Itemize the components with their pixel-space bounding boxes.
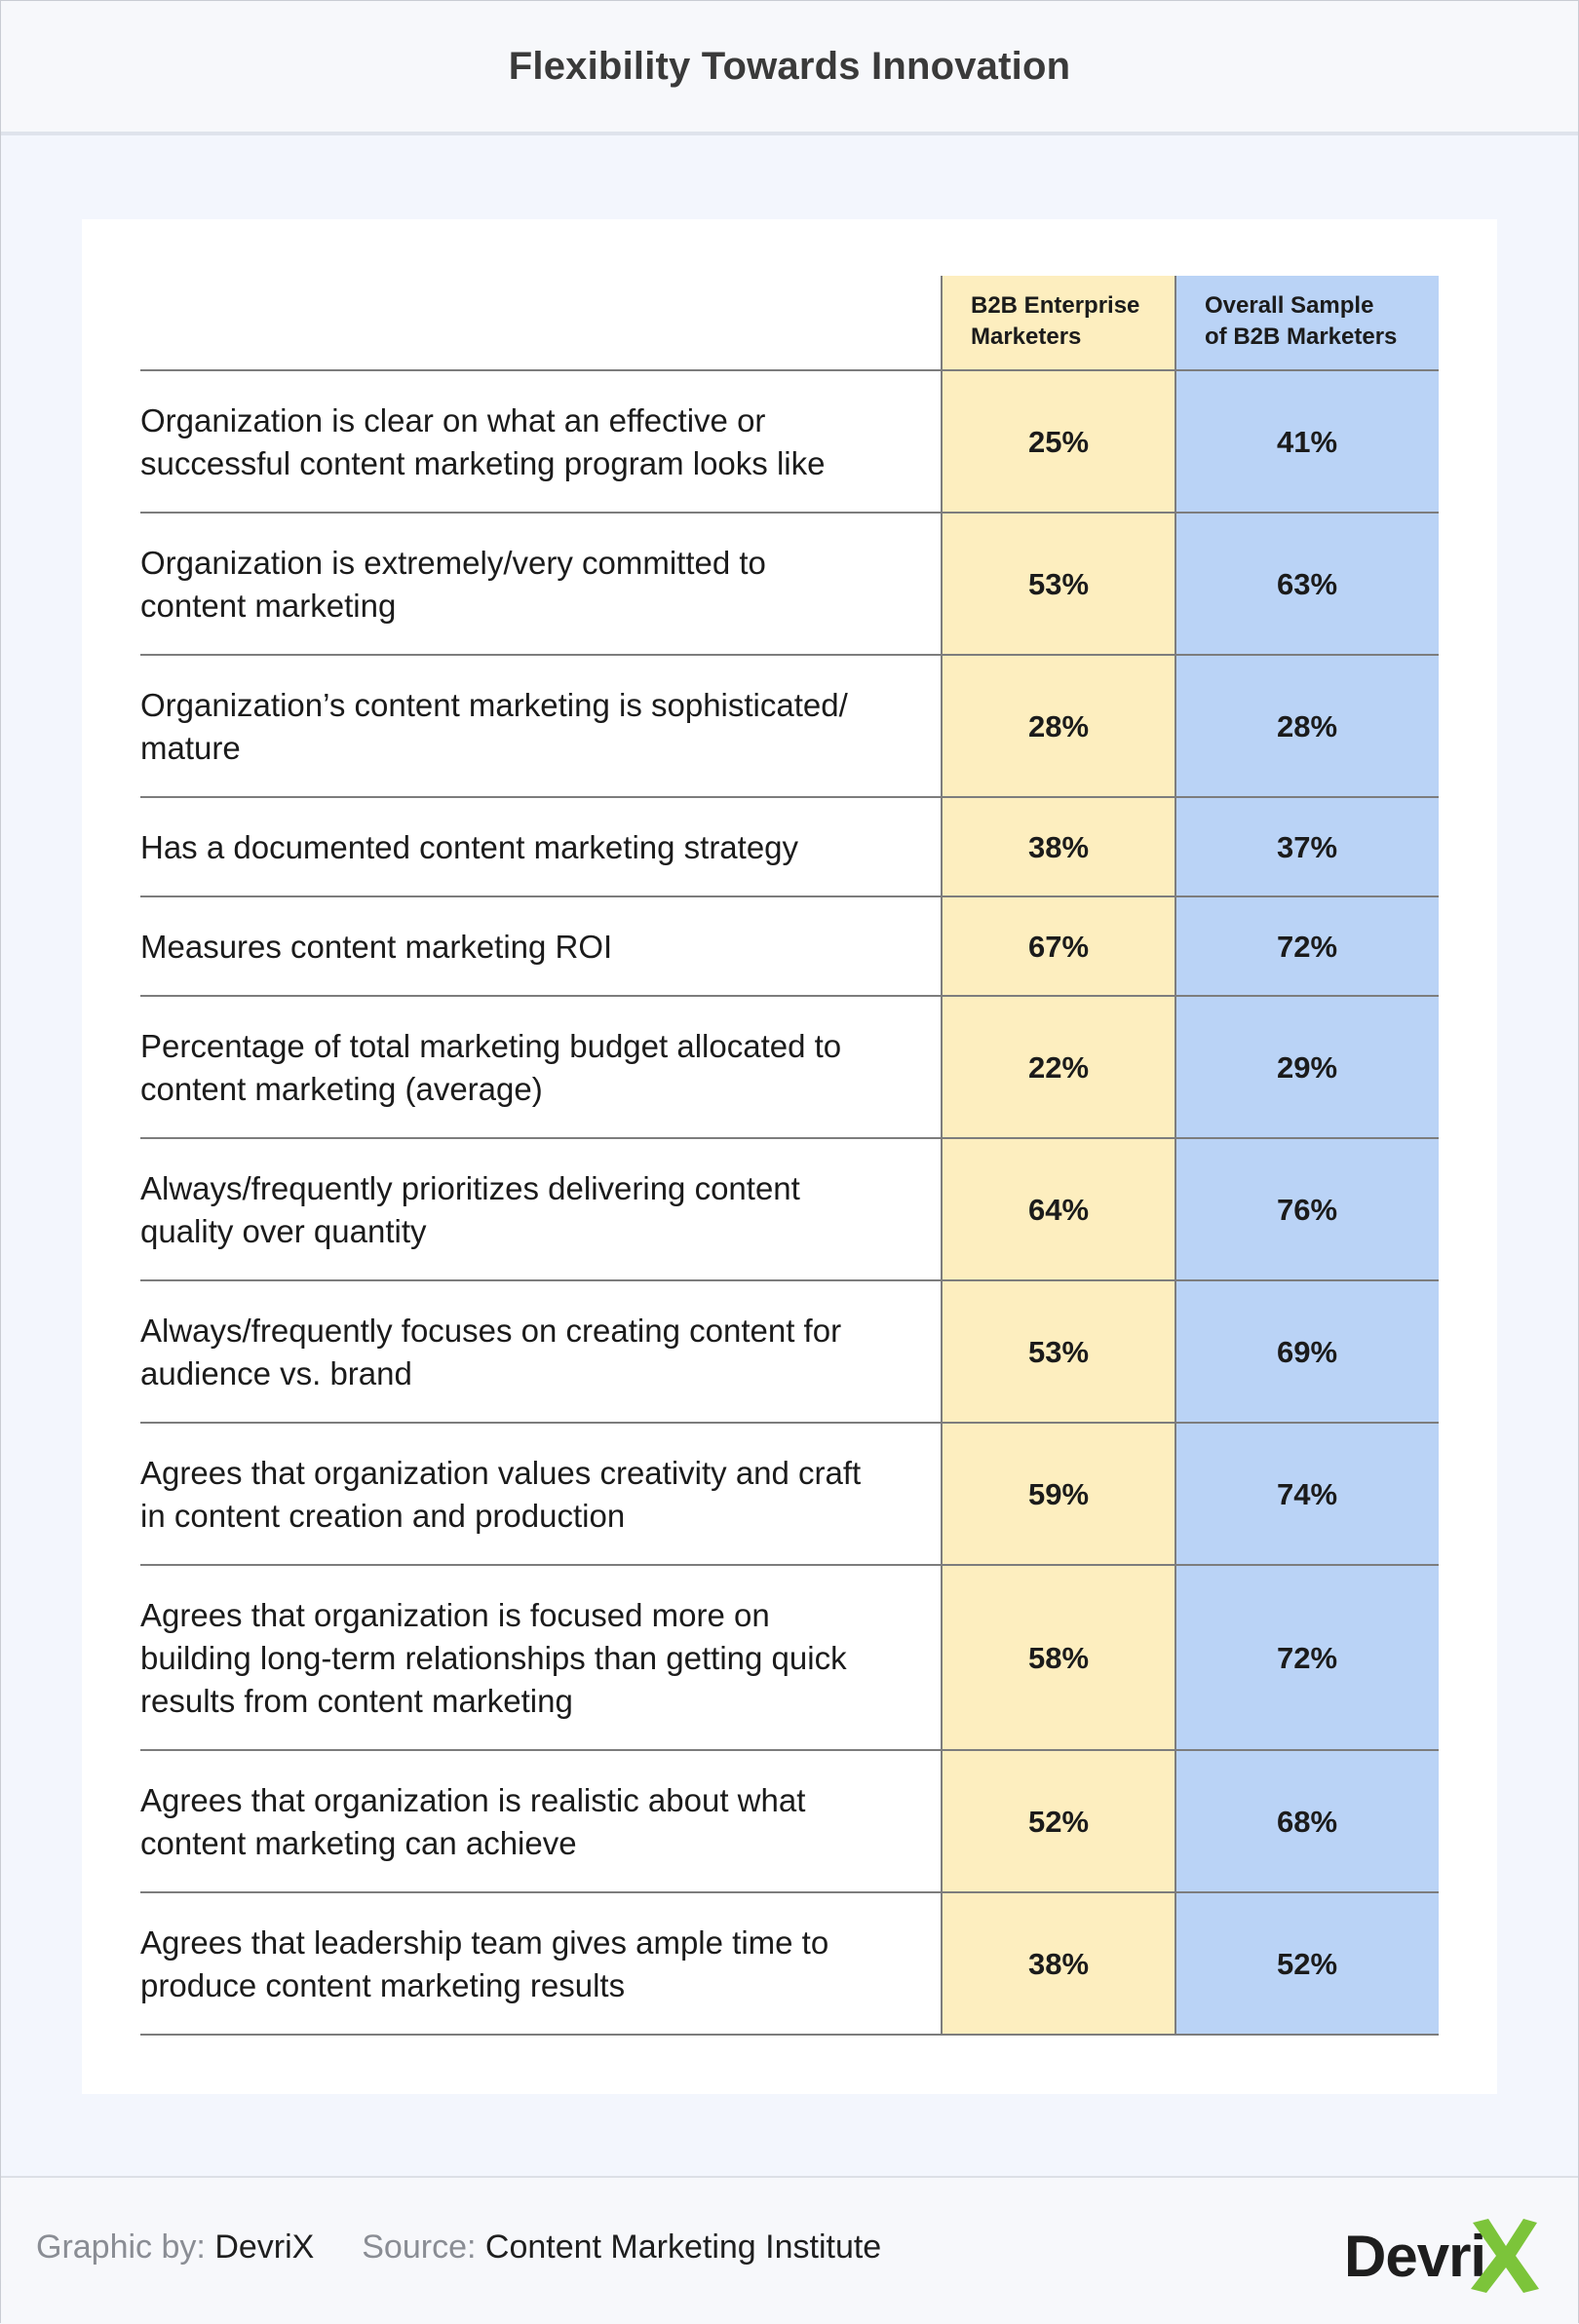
footer: Graphic by: DevriX Source: Content Marke… — [1, 2176, 1578, 2324]
header: Flexibility Towards Innovation — [1, 1, 1578, 135]
source-value: Content Marketing Institute — [484, 2229, 882, 2266]
row-label-1: Organization is clear on what an effecti… — [140, 402, 825, 481]
cell-value-r10-c2: 72% — [1277, 1641, 1337, 1675]
row-label-11: Agrees that organization is realistic ab… — [140, 1782, 805, 1861]
row-label-6: Percentage of total marketing budget all… — [140, 1028, 841, 1107]
cell-value-r8-c2: 69% — [1277, 1335, 1337, 1369]
source-label: Source: — [362, 2229, 477, 2266]
cell-value-r7-c1: 64% — [1028, 1193, 1089, 1227]
cell-value-r2-c2: 63% — [1277, 567, 1337, 601]
cell-value-r4-c1: 38% — [1028, 830, 1089, 864]
logo-text: Devri — [1344, 2224, 1486, 2289]
cell-value-r9-c1: 59% — [1028, 1477, 1089, 1511]
cell-value-r3-c2: 28% — [1277, 709, 1337, 743]
row-label-10: Agrees that organization is focused more… — [140, 1597, 847, 1719]
cell-value-r12-c1: 38% — [1028, 1947, 1089, 1981]
column-2-background — [1175, 276, 1439, 2035]
row-label-7: Always/frequently prioritizes delivering… — [140, 1170, 800, 1249]
row-label-9: Agrees that organization values creativi… — [140, 1455, 861, 1534]
table-card: B2B Enterprise Marketers Overall Sample of … — [82, 219, 1497, 2094]
cell-value-r11-c1: 52% — [1028, 1805, 1089, 1839]
row-label-5: Measures content marketing ROI — [140, 929, 612, 965]
cell-value-r3-c1: 28% — [1028, 709, 1089, 743]
cell-value-r5-c1: 67% — [1028, 930, 1089, 964]
cell-value-r12-c2: 52% — [1277, 1947, 1337, 1981]
devrix-logo: Devri — [1344, 2213, 1549, 2301]
column-header-2: Overall Sample of B2B Marketers — [1205, 292, 1397, 350]
cell-value-r11-c2: 68% — [1277, 1805, 1337, 1839]
row-label-2: Organization is extremely/very committed… — [140, 545, 766, 624]
row-label-12: Agrees that leadership team gives ample … — [140, 1924, 828, 2003]
cell-value-r6-c2: 29% — [1277, 1050, 1337, 1085]
logo-x-icon — [1471, 2219, 1539, 2293]
row-label-3: Organization’s content marketing is soph… — [140, 687, 849, 766]
row-label-4: Has a documented content marketing strat… — [140, 829, 799, 865]
graphic-by-label: Graphic by: — [36, 2229, 206, 2266]
cell-value-r1-c1: 25% — [1028, 425, 1089, 459]
cell-value-r7-c2: 76% — [1277, 1193, 1337, 1227]
page-title: Flexibility Towards Innovation — [508, 44, 1071, 88]
cell-value-r5-c2: 72% — [1277, 930, 1337, 964]
cell-value-r4-c2: 37% — [1277, 830, 1337, 864]
credits: Graphic by: DevriX Source: Content Marke… — [36, 2229, 881, 2267]
cell-value-r1-c2: 41% — [1277, 425, 1337, 459]
cell-value-r2-c1: 53% — [1028, 567, 1089, 601]
column-header-1: B2B Enterprise Marketers — [971, 292, 1139, 350]
column-1-background — [942, 276, 1175, 2035]
row-label-8: Always/frequently focuses on creating co… — [140, 1313, 841, 1391]
comparison-table: B2B Enterprise Marketers Overall Sample of … — [140, 276, 1439, 2036]
cell-value-r9-c2: 74% — [1277, 1477, 1337, 1511]
cell-value-r10-c1: 58% — [1028, 1641, 1089, 1675]
cell-value-r6-c1: 22% — [1028, 1050, 1089, 1085]
graphic-by-value: DevriX — [214, 2229, 315, 2266]
cell-value-r8-c1: 53% — [1028, 1335, 1089, 1369]
